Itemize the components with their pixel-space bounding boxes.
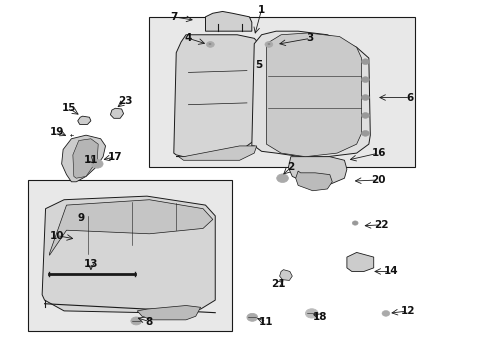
Polygon shape: [49, 200, 212, 255]
Circle shape: [361, 59, 368, 64]
Circle shape: [361, 77, 368, 82]
Polygon shape: [266, 33, 361, 157]
Text: 21: 21: [271, 279, 285, 289]
Circle shape: [305, 309, 318, 318]
Text: 15: 15: [61, 103, 76, 113]
Polygon shape: [288, 157, 346, 185]
Polygon shape: [42, 196, 215, 313]
Circle shape: [361, 95, 368, 100]
Text: 11: 11: [259, 317, 273, 327]
Text: 12: 12: [400, 306, 414, 316]
Circle shape: [361, 131, 368, 136]
Text: 10: 10: [49, 231, 64, 240]
Circle shape: [351, 221, 357, 225]
Polygon shape: [78, 116, 91, 125]
Text: 18: 18: [312, 312, 326, 322]
Text: 5: 5: [255, 60, 262, 70]
Text: 6: 6: [406, 93, 413, 103]
Circle shape: [246, 314, 257, 321]
Circle shape: [361, 113, 368, 118]
Bar: [27, 180, 232, 330]
Text: 23: 23: [118, 96, 132, 106]
Polygon shape: [295, 171, 331, 191]
Polygon shape: [73, 139, 98, 178]
Text: 20: 20: [370, 175, 385, 185]
Text: 1: 1: [257, 5, 264, 15]
Text: 2: 2: [286, 162, 294, 172]
Text: 22: 22: [373, 220, 387, 230]
Text: 17: 17: [108, 152, 122, 162]
Polygon shape: [205, 12, 251, 31]
Circle shape: [206, 41, 214, 47]
Circle shape: [131, 317, 142, 325]
Text: 9: 9: [78, 213, 84, 222]
Text: 11: 11: [83, 155, 98, 165]
Text: 16: 16: [370, 148, 385, 158]
Text: 4: 4: [184, 33, 192, 43]
Polygon shape: [137, 306, 200, 320]
Polygon shape: [61, 135, 105, 182]
Text: 8: 8: [145, 317, 153, 327]
Text: 19: 19: [49, 127, 64, 136]
Text: 14: 14: [383, 266, 397, 276]
Text: 7: 7: [170, 12, 177, 22]
Circle shape: [276, 174, 288, 183]
Polygon shape: [173, 35, 259, 157]
Bar: [149, 17, 414, 167]
Text: 3: 3: [306, 33, 313, 43]
Polygon shape: [176, 146, 256, 160]
Text: 13: 13: [83, 259, 98, 269]
Polygon shape: [251, 31, 369, 157]
Polygon shape: [279, 270, 292, 280]
Circle shape: [381, 311, 389, 316]
Polygon shape: [346, 252, 373, 271]
Circle shape: [91, 159, 103, 168]
Circle shape: [264, 41, 272, 47]
Polygon shape: [110, 108, 123, 118]
